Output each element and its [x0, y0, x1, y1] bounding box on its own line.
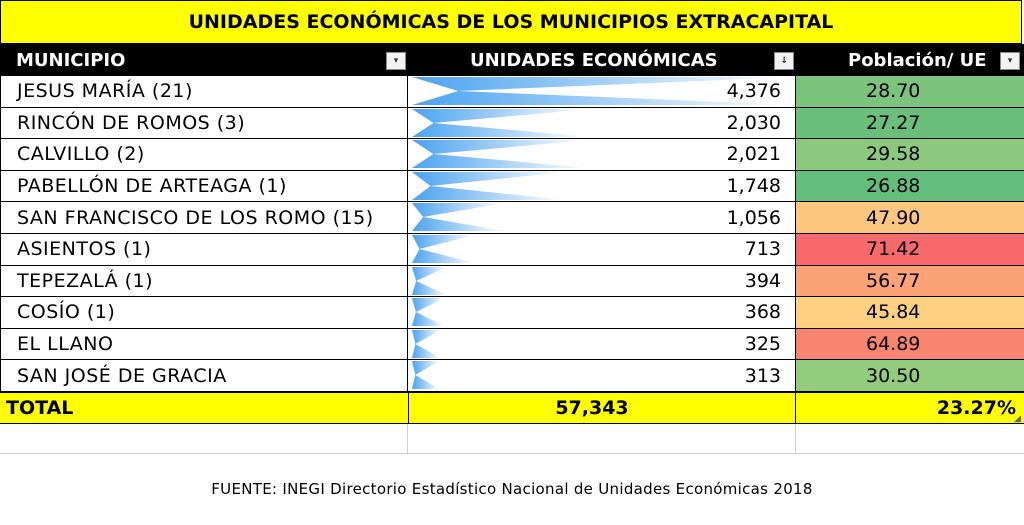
table-row: TEPEZALÁ (1) 394 56.77 [0, 265, 1024, 298]
table-row: ASIENTOS (1) 713 71.42 [0, 233, 1024, 266]
municipio-cell: PABELLÓN DE ARTEAGA (1) [0, 170, 408, 202]
gridline [795, 424, 796, 453]
bar-upper-wedge [412, 298, 445, 313]
poblacion-cell: 27.27 [796, 107, 1024, 139]
municipio-cell: SAN JOSÉ DE GRACIA [0, 360, 408, 391]
bar-upper-wedge [412, 203, 505, 218]
sort-desc-unidades-icon[interactable]: ↓ [774, 52, 794, 70]
data-bar [412, 108, 591, 137]
table-row: SAN FRANCISCO DE LOS ROMO (15) 1,056 47.90 [0, 202, 1024, 234]
total-label: TOTAL [6, 397, 74, 419]
data-bar [412, 329, 441, 358]
unidades-cell: 2,030 [408, 107, 796, 139]
unidades-cell: 4,376 [408, 76, 796, 107]
bar-lower-wedge [412, 154, 590, 169]
unidades-cell: 368 [408, 297, 796, 328]
bar-lower-wedge [412, 217, 505, 232]
unidades-cell: 394 [408, 265, 796, 297]
unidades-cell: 1,056 [408, 202, 796, 233]
poblacion-cell: 30.50 [796, 360, 1024, 391]
data-bar [412, 234, 475, 263]
bar-upper-wedge [412, 108, 591, 123]
unidades-value: 368 [744, 301, 781, 324]
unidades-value: 713 [744, 238, 781, 261]
bar-lower-wedge [412, 280, 447, 295]
municipio-cell: EL LLANO [0, 328, 408, 360]
unidades-value: 4,376 [726, 80, 781, 103]
bar-lower-wedge [412, 312, 445, 327]
data-bar [412, 140, 590, 169]
unidades-cell: 313 [408, 360, 796, 391]
poblacion-cell: 29.58 [796, 139, 1024, 170]
total-unidades: 57,343 [408, 393, 796, 423]
poblacion-cell: 56.77 [796, 265, 1024, 297]
bar-lower-wedge [412, 185, 566, 200]
source-note: FUENTE: INEGI Directorio Estadístico Nac… [211, 480, 813, 498]
unidades-value: 1,056 [726, 206, 781, 229]
bar-lower-wedge [412, 343, 441, 358]
bar-upper-wedge [412, 77, 796, 91]
data-bar [412, 361, 440, 390]
unidades-value: 1,748 [726, 175, 781, 198]
poblacion-cell: 64.89 [796, 328, 1024, 360]
unidades-value: 394 [744, 269, 781, 292]
municipio-cell: TEPEZALÁ (1) [0, 265, 408, 297]
table-title: UNIDADES ECONÓMICAS DE LOS MUNICIPIOS EX… [0, 0, 1022, 44]
bar-upper-wedge [412, 329, 441, 344]
data-bar [412, 203, 505, 232]
unidades-value: 2,021 [726, 143, 781, 166]
unidades-value: 2,030 [726, 111, 781, 134]
header-poblacion: Población/ UE [848, 49, 987, 71]
data-bar [412, 266, 447, 295]
municipio-cell: SAN FRANCISCO DE LOS ROMO (15) [0, 202, 408, 233]
municipio-cell: ASIENTOS (1) [0, 233, 408, 265]
unidades-cell: 1,748 [408, 170, 796, 202]
filter-dropdown-municipio-icon[interactable]: ▾ [386, 52, 406, 70]
unidades-cell: 713 [408, 233, 796, 265]
header-row: MUNICIPIO ▾ UNIDADES ECONÓMICAS ↓ Poblac… [0, 44, 1024, 76]
bar-lower-wedge [412, 375, 440, 390]
poblacion-cell: 71.42 [796, 233, 1024, 265]
bar-upper-wedge [412, 361, 440, 376]
bar-upper-wedge [412, 234, 475, 249]
empty-row [0, 424, 1024, 454]
municipio-cell: COSÍO (1) [0, 297, 408, 328]
unidades-value: 313 [744, 364, 781, 387]
table-row: RINCÓN DE ROMOS (3) 2,030 27.27 [0, 107, 1024, 140]
unidades-cell: 325 [408, 328, 796, 360]
poblacion-cell: 28.70 [796, 76, 1024, 107]
table-row: CALVILLO (2) 2,021 29.58 [0, 139, 1024, 171]
total-poblacion: 23.27% [936, 397, 1016, 419]
data-bar [412, 77, 796, 105]
bar-upper-wedge [412, 266, 447, 281]
bar-lower-wedge [412, 122, 591, 137]
poblacion-cell: 45.84 [796, 297, 1024, 328]
total-row: TOTAL 57,343 23.27% [0, 392, 1024, 424]
municipio-cell: JESUS MARÍA (21) [0, 76, 408, 107]
bar-upper-wedge [412, 171, 566, 186]
data-bar [412, 171, 566, 200]
resize-handle-icon[interactable]: ◢ [1014, 414, 1021, 424]
unidades-value: 325 [744, 333, 781, 356]
poblacion-cell: 47.90 [796, 202, 1024, 233]
table-row: COSÍO (1) 368 45.84 [0, 297, 1024, 329]
filter-dropdown-poblacion-icon[interactable]: ▾ [1000, 52, 1020, 70]
municipio-cell: RINCÓN DE ROMOS (3) [0, 107, 408, 139]
municipio-cell: CALVILLO (2) [0, 139, 408, 170]
gridline [407, 424, 408, 453]
table-row: PABELLÓN DE ARTEAGA (1) 1,748 26.88 [0, 170, 1024, 203]
bar-lower-wedge [412, 248, 475, 263]
poblacion-cell: 26.88 [796, 170, 1024, 202]
bar-upper-wedge [412, 140, 590, 155]
data-rows: JESUS MARÍA (21) 4,376 28.70 RINCÓN DE ROMO… [0, 76, 1024, 392]
bar-lower-wedge [412, 91, 796, 105]
data-bar [412, 298, 445, 327]
table-row: JESUS MARÍA (21) 4,376 28.70 [0, 76, 1024, 108]
header-unidades: UNIDADES ECONÓMICAS [470, 49, 718, 71]
table-row: SAN JOSÉ DE GRACIA 313 30.50 [0, 360, 1024, 392]
header-municipio: MUNICIPIO [16, 49, 126, 71]
table-row: EL LLANO 325 64.89 [0, 328, 1024, 361]
unidades-cell: 2,021 [408, 139, 796, 170]
